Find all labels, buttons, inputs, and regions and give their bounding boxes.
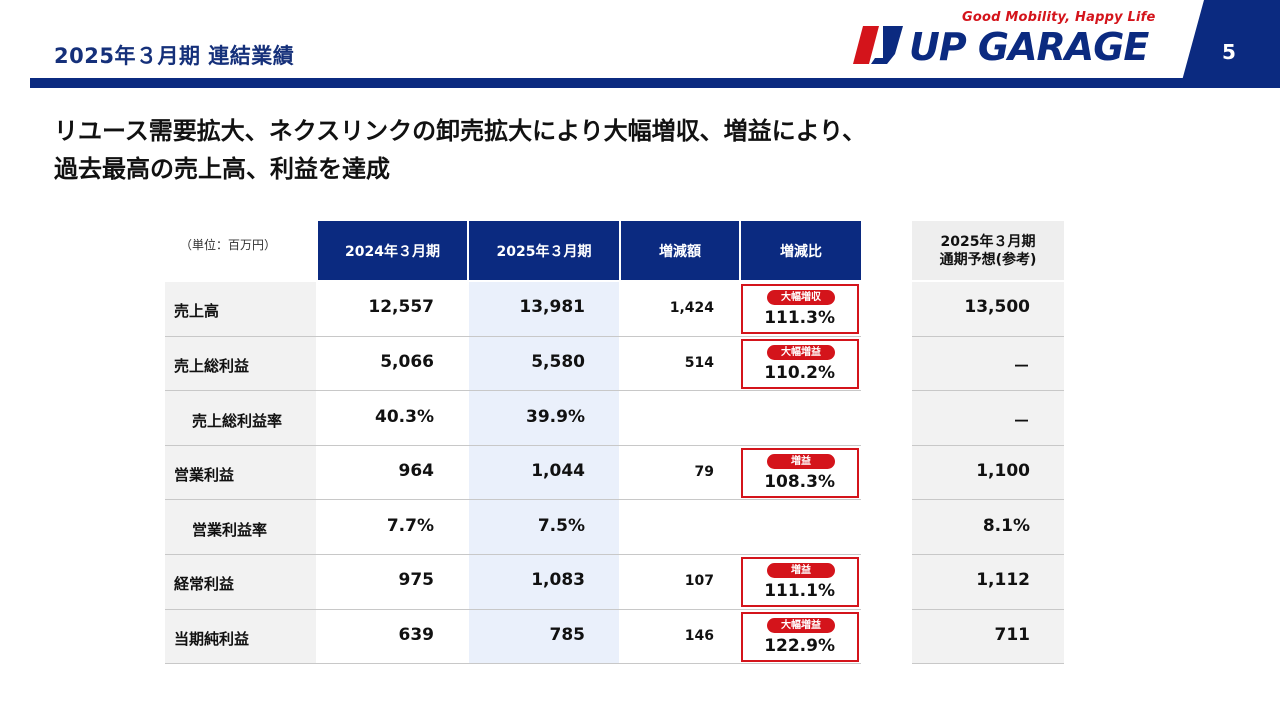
page-title: 2025年３月期 連結業績 <box>54 44 295 68</box>
headline-line-1: リユース需要拡大、ネクスリンクの卸売拡大により大幅増収、増益により、 <box>54 117 867 145</box>
ratio-box: 増益 111.1% <box>741 557 859 607</box>
unit-label: （単位：百万円） <box>180 238 277 252</box>
forecast-row-divider <box>912 390 1064 392</box>
cell-forecast: 8.1% <box>982 515 1030 536</box>
ratio-box: 増益 108.3% <box>741 447 859 498</box>
up-garage-logo: UP GARAGE <box>853 25 1150 66</box>
change-badge: 増益 <box>767 453 835 469</box>
row-label: 売上総利益率 <box>192 411 283 430</box>
cell-forecast: － <box>1013 411 1030 432</box>
cell-ratio: 122.9% <box>764 635 835 656</box>
row-divider <box>165 335 861 337</box>
cell-forecast: 1,112 <box>976 570 1030 591</box>
row-divider <box>165 554 861 555</box>
forecast-row-divider <box>912 554 1064 555</box>
cell-fy2024: 40.3% <box>375 406 434 427</box>
header-divider-bar <box>30 78 1280 88</box>
row-divider <box>165 499 861 501</box>
fy2025-column-bg <box>469 282 619 664</box>
cell-diff: 1,424 <box>669 300 714 317</box>
row-divider <box>165 390 861 392</box>
row-divider <box>165 444 861 446</box>
cell-fy2024: 7.7% <box>386 515 434 536</box>
cell-ratio: 110.2% <box>764 362 835 383</box>
cell-diff: 107 <box>684 573 714 590</box>
cell-ratio: 111.1% <box>764 581 835 601</box>
row-label: 売上総利益 <box>174 356 250 375</box>
headline-line-2: 過去最高の売上高、利益を達成 <box>54 155 390 183</box>
forecast-header-line-1: 2025年３月期 <box>940 233 1036 250</box>
row-label: 営業利益 <box>174 466 235 485</box>
change-badge: 大幅増益 <box>767 617 835 633</box>
cell-diff: 514 <box>684 354 714 371</box>
ratio-box: 大幅増益 122.9% <box>741 611 859 662</box>
change-badge: 大幅増収 <box>767 290 835 305</box>
cell-ratio: 111.3% <box>764 308 835 328</box>
cell-diff: 146 <box>684 627 714 644</box>
ratio-box: 大幅増収 111.3% <box>741 284 859 334</box>
row-divider <box>165 608 861 610</box>
cell-fy2025: 13,981 <box>519 297 585 318</box>
forecast-row-divider <box>912 499 1064 501</box>
cell-forecast: － <box>1013 356 1030 377</box>
column-header-diff: 増減額 <box>621 221 739 280</box>
cell-fy2024: 964 <box>398 461 435 482</box>
forecast-row-divider <box>912 663 1064 665</box>
row-divider <box>165 663 861 665</box>
headline: リユース需要拡大、ネクスリンクの卸売拡大により大幅増収、増益により、 過去最高の… <box>54 112 866 188</box>
cell-forecast: 711 <box>994 624 1031 645</box>
forecast-row-divider <box>912 335 1064 337</box>
change-badge: 増益 <box>767 563 835 578</box>
row-label: 当期純利益 <box>174 629 250 648</box>
cell-fy2025: 1,083 <box>531 570 585 591</box>
forecast-column-bg <box>912 282 1064 664</box>
column-header-fy2024: 2024年３月期 <box>318 221 467 280</box>
cell-fy2025: 39.9% <box>526 406 585 427</box>
column-header-ratio: 増減比 <box>741 221 861 280</box>
forecast-header: 2025年３月期 通期予想(参考) <box>912 221 1064 280</box>
cell-fy2024: 5,066 <box>380 351 434 372</box>
row-label: 売上高 <box>174 302 220 321</box>
cell-fy2025: 7.5% <box>537 515 585 536</box>
cell-fy2025: 5,580 <box>531 351 585 372</box>
cell-fy2025: 1,044 <box>531 461 585 482</box>
change-badge: 大幅増益 <box>767 344 835 360</box>
cell-fy2025: 785 <box>549 624 586 645</box>
logo-tagline: Good Mobility, Happy Life <box>962 10 1156 25</box>
row-label: 経常利益 <box>174 575 235 594</box>
forecast-row-divider <box>912 444 1064 446</box>
ratio-box: 大幅増益 110.2% <box>741 338 859 389</box>
cell-forecast: 13,500 <box>964 297 1030 318</box>
row-label: 営業利益率 <box>192 520 268 539</box>
cell-ratio: 108.3% <box>764 471 835 492</box>
cell-fy2024: 975 <box>398 570 435 591</box>
page-number-tab <box>1180 0 1280 88</box>
logo-wordmark: UP GARAGE <box>909 25 1149 66</box>
forecast-row-divider <box>912 608 1064 610</box>
cell-forecast: 1,100 <box>976 461 1030 482</box>
column-header-fy2025: 2025年３月期 <box>469 221 619 280</box>
label-column-bg <box>165 282 316 664</box>
cell-fy2024: 12,557 <box>368 297 434 318</box>
cell-diff: 79 <box>694 464 714 481</box>
forecast-header-line-2: 通期予想(参考) <box>939 251 1037 268</box>
page-number: 5 <box>1222 40 1236 64</box>
cell-fy2024: 639 <box>398 624 435 645</box>
